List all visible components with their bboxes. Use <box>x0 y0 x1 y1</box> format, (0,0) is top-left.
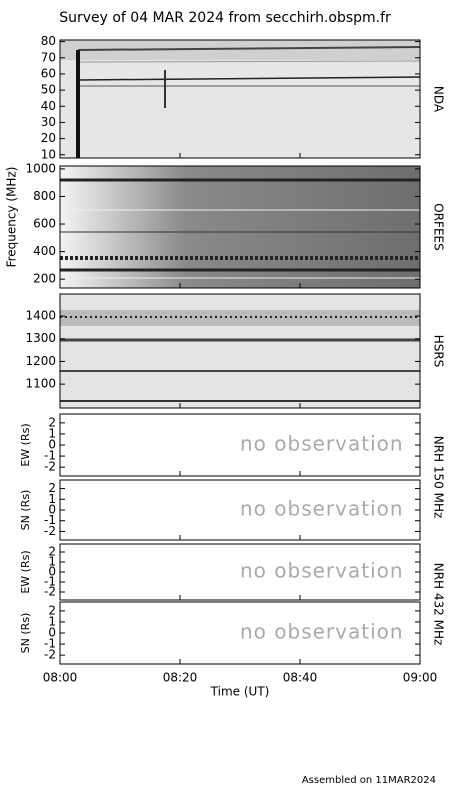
x-tick-label: 09:00 <box>403 671 438 685</box>
x-tick-label: 08:20 <box>163 671 198 685</box>
y-tick-label: -1 <box>44 449 56 463</box>
y-tick-label: -2 <box>44 648 56 662</box>
y-tick-label: 70 <box>41 50 56 64</box>
footer: Assembled on 11MAR2024 <box>302 775 436 786</box>
x-tick-label: 08:00 <box>43 671 78 685</box>
instrument-label: NDA <box>432 86 446 113</box>
y-tick-label: -2 <box>44 524 56 538</box>
nrh-label: NRH 432 MHz <box>432 563 446 646</box>
y-tick-label: 1000 <box>25 161 56 175</box>
y-tick-label: 2 <box>48 603 56 617</box>
panel-y-label: SN (Rs) <box>19 490 32 531</box>
panel-y-label: EW (Rs) <box>19 423 32 466</box>
y-tick-label: 1100 <box>25 377 56 391</box>
y-tick-label: 200 <box>33 272 56 286</box>
y-tick-label: -2 <box>44 585 56 599</box>
y-tick-label: 1 <box>48 614 56 628</box>
no-observation: no observation <box>240 620 404 644</box>
y-axis-label: Frequency (MHz) <box>5 167 19 268</box>
orfees-image <box>60 166 420 288</box>
y-tick-label: 0 <box>48 503 56 517</box>
x-tick-label: 08:40 <box>283 671 318 685</box>
no-observation: no observation <box>240 432 404 456</box>
y-tick-label: 1400 <box>25 309 56 323</box>
panel-y-label: SN (Rs) <box>19 613 32 654</box>
nda-image <box>60 40 421 158</box>
panel-y-label: EW (Rs) <box>19 550 32 593</box>
y-tick-label: 30 <box>41 115 56 129</box>
y-tick-label: 60 <box>41 66 56 80</box>
y-tick-label: 10 <box>41 147 56 161</box>
y-tick-label: -1 <box>44 575 56 589</box>
instrument-label: HSRS <box>432 335 446 368</box>
y-tick-label: 800 <box>33 189 56 203</box>
y-tick-label: 2 <box>48 545 56 559</box>
y-tick-label: 1 <box>48 555 56 569</box>
y-tick-label: 1 <box>48 492 56 506</box>
y-tick-label: 400 <box>33 244 56 258</box>
y-tick-label: 1200 <box>25 354 56 368</box>
no-observation: no observation <box>240 497 404 521</box>
y-tick-label: 2 <box>48 481 56 495</box>
no-observation: no observation <box>240 559 404 583</box>
nrh-label: NRH 150 MHz <box>432 436 446 519</box>
panel-frame <box>59 165 421 289</box>
y-tick-label: -1 <box>44 637 56 651</box>
panel-frame <box>59 293 421 409</box>
y-tick-label: -1 <box>44 513 56 527</box>
y-tick-label: 1 <box>48 426 56 440</box>
instrument-label: ORFEES <box>432 203 446 250</box>
y-tick-label: 2 <box>48 415 56 429</box>
y-tick-label: 20 <box>41 131 56 145</box>
y-tick-label: 0 <box>48 438 56 452</box>
y-tick-label: 600 <box>33 217 56 231</box>
y-tick-label: 0 <box>48 565 56 579</box>
x-axis-label: Time (UT) <box>210 685 270 699</box>
hsrs-image <box>60 294 420 408</box>
panel-frame <box>59 39 421 159</box>
y-tick-label: 0 <box>48 626 56 640</box>
title: Survey of 04 MAR 2024 from secchirh.obsp… <box>59 10 391 26</box>
y-tick-label: 80 <box>41 34 56 48</box>
y-tick-label: -2 <box>44 460 56 474</box>
y-tick-label: 50 <box>41 83 56 97</box>
y-tick-label: 40 <box>41 99 56 113</box>
y-tick-label: 1300 <box>25 331 56 345</box>
